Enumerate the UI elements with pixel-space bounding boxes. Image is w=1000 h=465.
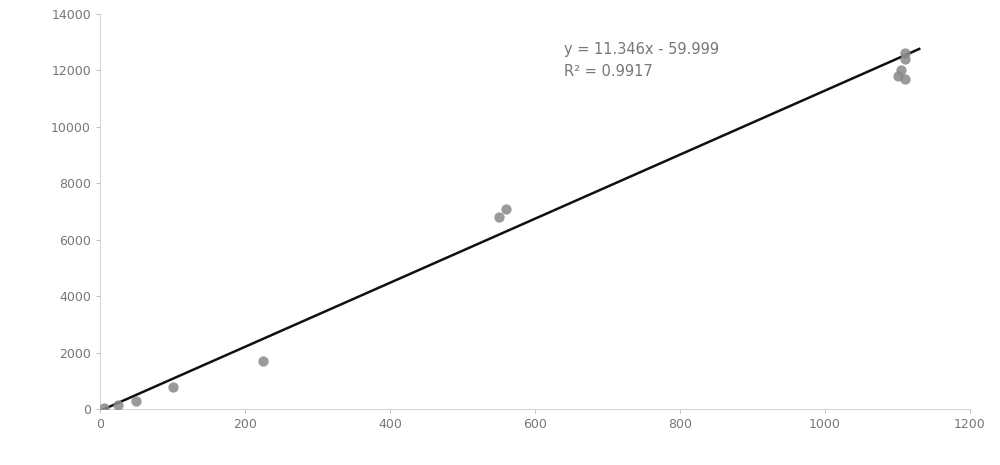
Point [255,357,271,365]
Text: y = 11.346x - 59.999
R² = 0.9917: y = 11.346x - 59.999 R² = 0.9917 [564,42,719,80]
Point [164,384,181,391]
Point [897,75,913,83]
Point [893,66,909,74]
Point [491,213,507,221]
Point [897,55,913,63]
Point [96,405,112,412]
Point [128,398,144,405]
Point [897,50,913,57]
Point [110,401,126,409]
Point [890,73,906,80]
Point [498,205,514,213]
